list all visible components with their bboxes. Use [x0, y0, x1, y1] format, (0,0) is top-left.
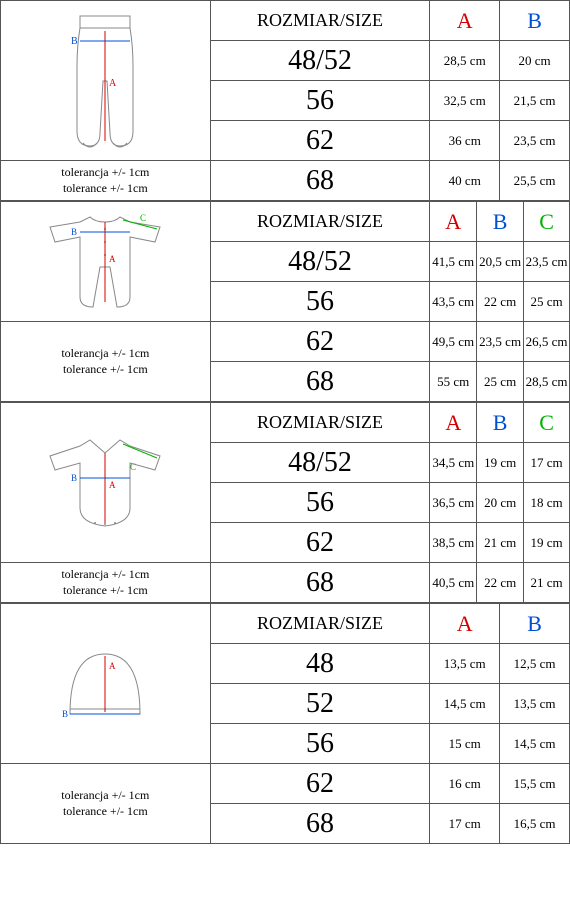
- svg-text:B: B: [71, 227, 77, 237]
- table-pants: A B ROZMIAR/SIZE A B 48/5228,5 cm20 cm 5…: [0, 0, 570, 201]
- svg-text:C: C: [140, 213, 146, 223]
- table-hat: A B ROZMIAR/SIZE A B 4813,5 cm12,5 cm 52…: [0, 603, 570, 844]
- pants-diagram: A B: [1, 1, 211, 161]
- svg-text:C: C: [130, 462, 136, 472]
- size-charts: A B ROZMIAR/SIZE A B 48/5228,5 cm20 cm 5…: [0, 0, 570, 844]
- col-A: A: [430, 1, 500, 41]
- svg-text:A: A: [109, 480, 116, 490]
- table-sleepsuit: A B C ROZMIAR/SIZE A B C 48/5241,5 cm20,…: [0, 201, 570, 402]
- svg-text:A: A: [109, 78, 117, 89]
- svg-text:A: A: [109, 661, 116, 671]
- size-cell: 48/52: [210, 41, 430, 81]
- table-bodysuit: A B C ROZMIAR/SIZE A B C 48/5234,5 cm19 …: [0, 402, 570, 603]
- sleepsuit-diagram: A B C: [1, 202, 211, 322]
- hat-diagram: A B: [1, 604, 211, 764]
- svg-text:A: A: [109, 254, 116, 264]
- size-header: ROZMIAR/SIZE: [210, 1, 430, 41]
- svg-text:B: B: [62, 709, 68, 719]
- bodysuit-diagram: A B C: [1, 403, 211, 563]
- svg-text:B: B: [71, 36, 78, 47]
- svg-text:B: B: [71, 473, 77, 483]
- col-B: B: [500, 1, 570, 41]
- tolerance: tolerancja +/- 1cmtolerance +/- 1cm: [1, 161, 211, 201]
